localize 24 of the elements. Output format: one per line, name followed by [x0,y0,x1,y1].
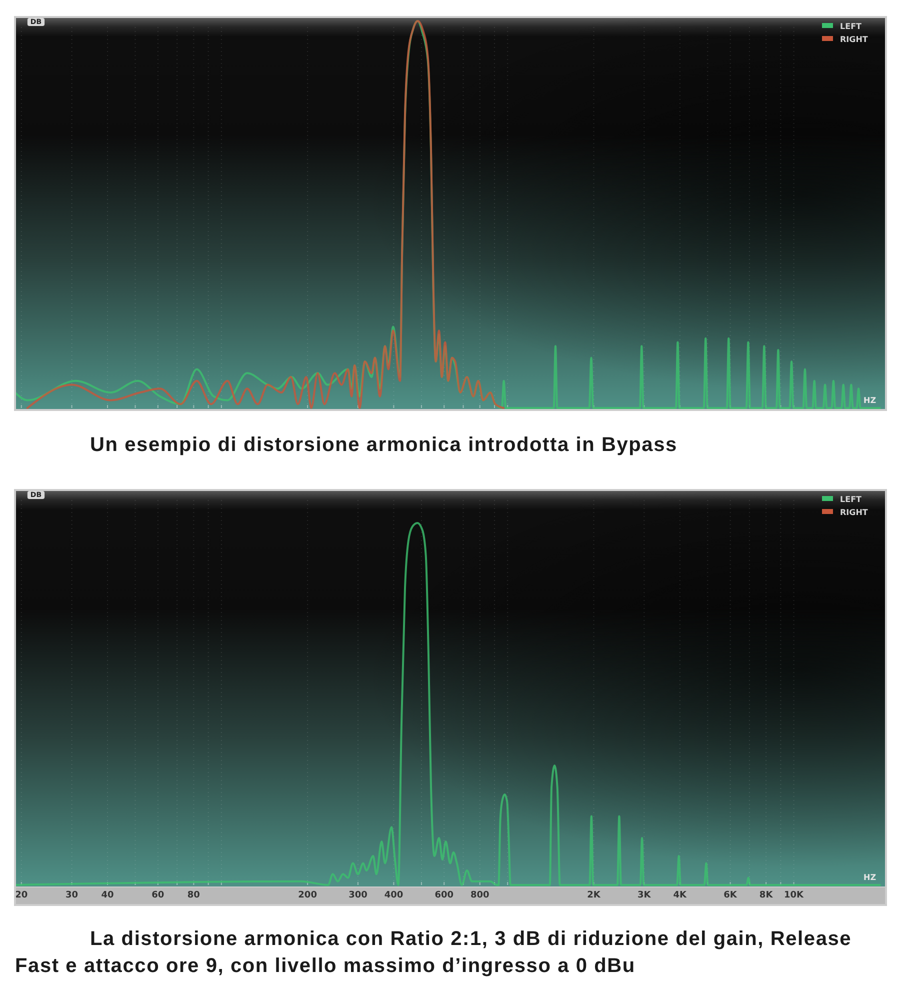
x-axis-title: HZ [864,873,876,882]
legend-label: RIGHT [840,35,868,44]
x-tick-label: 800 [470,890,490,900]
x-axis-title: HZ [864,396,876,405]
x-tick-label: 300 [348,890,368,900]
x-tick-label: 80 [187,890,200,900]
x-tick-label: 30 [66,890,78,900]
text: Un esempio di distorsione armonica introdotta in Bypass [89,433,678,458]
x-tick-label: 2K [587,890,602,900]
x-tick-label: 10K [784,890,805,900]
x-tick-label: 6K [724,890,738,900]
legend-label: RIGHT [840,508,868,517]
x-tick-label: 200 [298,890,317,900]
legend-label: LEFT [840,495,862,504]
legend-label: LEFT [840,22,862,31]
x-tick-label: 8K [759,890,774,900]
x-tick-label: 3K [638,890,652,900]
text: La distorsione armonica con Ratio 2:1, 3 dB di riduzione del gain, Release Fast e attacco ore 9, con livello massimo d’ingresso a 0 dBu [15,927,853,979]
x-tick-label: 600 [434,890,454,900]
x-tick-label: 400 [384,890,404,900]
x-tick-label: 60 [152,890,164,900]
x-tick-label: 4K [673,890,688,900]
x-tick-label: 40 [101,890,114,900]
x-tick-label: 20 [15,890,28,900]
